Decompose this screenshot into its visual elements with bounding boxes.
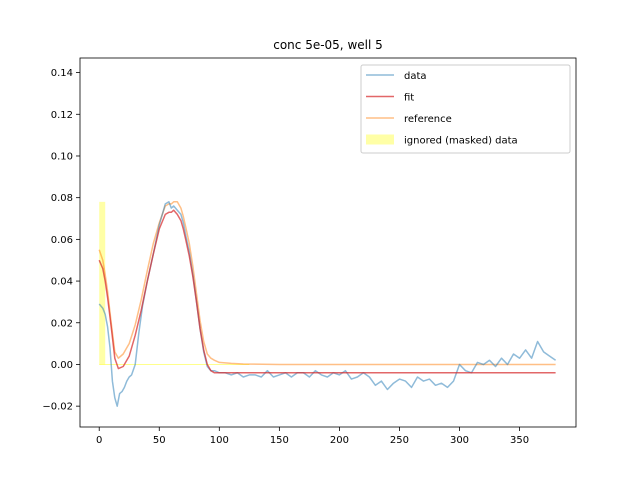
series-layer: [98, 201, 557, 407]
legend-label-fit: fit: [404, 93, 414, 104]
x-tick-label: 100: [210, 435, 229, 446]
x-tick-label: 0: [96, 435, 102, 446]
y-tick-label: 0.10: [51, 151, 73, 162]
series-line-fit: [98, 209, 556, 374]
y-tick-label: −0.02: [42, 402, 73, 413]
x-tick-label: 300: [450, 435, 469, 446]
x-tick-label: 250: [390, 435, 409, 446]
chart-title: conc 5e-05, well 5: [273, 38, 383, 52]
x-tick-label: 50: [153, 435, 166, 446]
x-axis: 0 50 100 150 200 250 300 350: [96, 427, 529, 446]
y-tick-label: 0.06: [51, 235, 73, 246]
x-tick-label: 350: [510, 435, 529, 446]
legend-label-mask: ignored (masked) data: [404, 136, 518, 147]
y-tick-label: 0.08: [51, 193, 73, 204]
legend-label-data: data: [404, 71, 427, 82]
plot-frame: [79, 57, 577, 428]
y-tick-label: 0.12: [51, 110, 73, 121]
y-axis: −0.02 0.00 0.02 0.04 0.06 0.08 0.10 0.12 0.14: [42, 68, 80, 413]
series-line-reference: [98, 201, 556, 366]
y-tick-label: 0.00: [51, 360, 73, 371]
legend-label-reference: reference: [404, 114, 452, 125]
y-tick-label: 0.14: [51, 68, 73, 79]
x-tick-label: 150: [270, 435, 289, 446]
x-tick-label: 200: [330, 435, 349, 446]
legend-box: [360, 64, 571, 154]
legend-swatch-mask: [366, 134, 394, 145]
series-line-data: [98, 201, 557, 407]
y-tick-label: 0.02: [51, 318, 73, 329]
y-tick-label: 0.04: [51, 277, 73, 288]
masked-region: [99, 201, 106, 365]
legend: data fit reference ignored (masked) data: [360, 64, 571, 154]
